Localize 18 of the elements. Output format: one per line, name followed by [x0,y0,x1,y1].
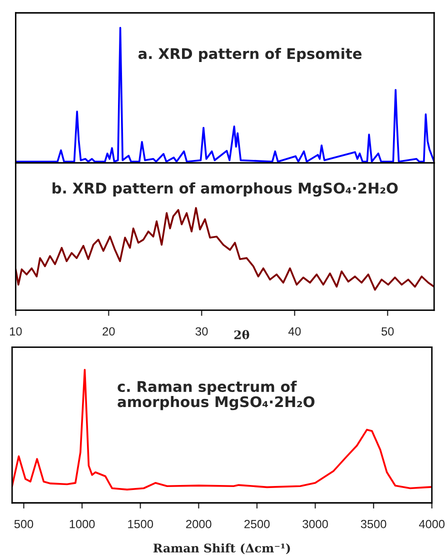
x-tick-label: 4000 [419,520,445,528]
x-tick-label: 2500 [244,520,270,528]
x-axis-title: 2θ [234,330,250,340]
x-tick-label: 20 [102,327,115,336]
x-axis-title: Raman Shift (Δcm⁻¹) [153,543,290,554]
x-tick-label: 3500 [360,520,386,528]
x-tick-label: 1500 [128,520,154,528]
x-tick-label: 30 [196,327,208,336]
text: c. Raman spectrum of amorphous MgSO₄·2H₂O [118,380,314,410]
x-tick-label: 10 [10,327,22,336]
x-tick-label: 50 [382,327,394,336]
x-tick-label: 40 [288,327,301,336]
x-tick-label: 500 [14,520,34,528]
chart-title: b. XRD pattern of amorphous MgSO₄·2H₂O [52,182,398,197]
x-tick-label: 2000 [186,520,212,528]
x-tick-label: 1000 [70,520,95,528]
x-tick-label: 3000 [302,520,328,528]
text: a. XRD pattern of Epsomite [138,48,362,62]
